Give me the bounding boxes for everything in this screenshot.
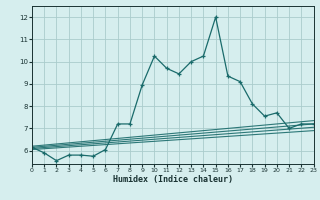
X-axis label: Humidex (Indice chaleur): Humidex (Indice chaleur) — [113, 175, 233, 184]
